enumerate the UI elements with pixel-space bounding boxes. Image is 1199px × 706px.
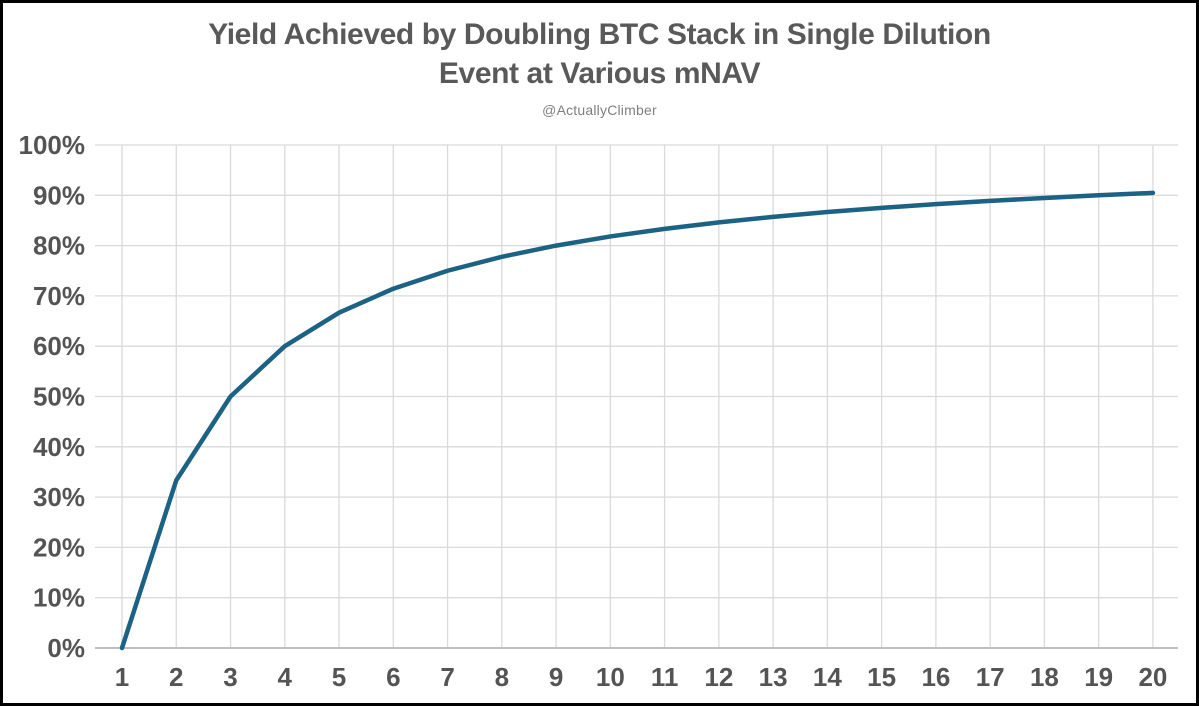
chart-title-line-1: Yield Achieved by Doubling BTC Stack in … bbox=[208, 18, 991, 51]
x-axis-tick-label: 18 bbox=[1030, 662, 1059, 692]
x-axis-tick-label: 3 bbox=[223, 662, 237, 692]
y-axis-tick-label: 80% bbox=[33, 231, 85, 261]
x-axis-tick-label: 20 bbox=[1138, 662, 1167, 692]
x-axis-tick-label: 15 bbox=[867, 662, 896, 692]
x-axis-tick-label: 6 bbox=[386, 662, 400, 692]
y-axis-tick-label: 0% bbox=[47, 633, 85, 663]
x-axis-tick-label: 19 bbox=[1084, 662, 1113, 692]
x-axis-tick-label: 9 bbox=[549, 662, 563, 692]
x-axis-tick-label: 14 bbox=[813, 662, 842, 692]
x-axis-tick-label: 4 bbox=[278, 662, 293, 692]
x-axis-tick-label: 8 bbox=[495, 662, 509, 692]
y-axis-tick-label: 60% bbox=[33, 331, 85, 361]
y-axis-tick-label: 90% bbox=[33, 180, 85, 210]
x-axis-tick-label: 13 bbox=[759, 662, 788, 692]
y-axis-tick-label: 40% bbox=[33, 432, 85, 462]
x-axis-tick-label: 16 bbox=[921, 662, 950, 692]
x-axis-tick-label: 12 bbox=[704, 662, 733, 692]
x-axis-tick-label: 11 bbox=[651, 662, 679, 692]
x-axis-tick-label: 10 bbox=[596, 662, 625, 692]
chart-title-line-2: Event at Various mNAV bbox=[438, 57, 761, 90]
y-axis-tick-label: 70% bbox=[33, 281, 85, 311]
y-axis-tick-label: 100% bbox=[19, 130, 86, 160]
y-axis-tick-label: 10% bbox=[33, 583, 85, 613]
x-axis-tick-label: 7 bbox=[440, 662, 454, 692]
x-axis-tick-label: 17 bbox=[976, 662, 1005, 692]
yield-line-series bbox=[119, 190, 1156, 651]
y-axis-tick-label: 50% bbox=[33, 382, 85, 412]
y-axis-tick-label: 30% bbox=[33, 482, 85, 512]
chart-title: Yield Achieved by Doubling BTC Stack in … bbox=[3, 15, 1196, 93]
x-axis-tick-label: 5 bbox=[332, 662, 346, 692]
y-axis-tick-label: 20% bbox=[33, 532, 85, 562]
x-axis-tick-label: 2 bbox=[169, 662, 183, 692]
chart-subtitle: @ActuallyClimber bbox=[542, 102, 657, 118]
x-axis-tick-label: 1 bbox=[115, 662, 129, 692]
